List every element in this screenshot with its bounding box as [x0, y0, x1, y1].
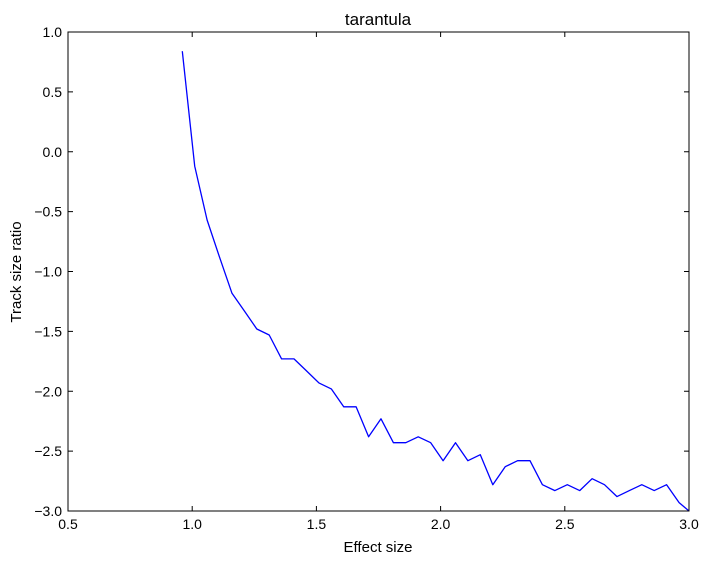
chart-title: tarantula: [345, 10, 412, 29]
y-axis-title: Track size ratio: [8, 221, 25, 322]
y-tick-label: 1.0: [43, 24, 63, 40]
x-tick-label: 2.5: [555, 516, 575, 532]
y-tick-label: 0.5: [43, 84, 63, 100]
x-tick-label: 2.0: [431, 516, 451, 532]
y-tick-label: −1.5: [34, 323, 62, 339]
ticks-layer: 0.5 1.0 1.5 2.0 2.5 3.0 1.0 0.5 0.0 −0.5 −1.0 −1.5 −…: [34, 24, 699, 532]
x-tick-label: 3.0: [679, 516, 699, 532]
plot-area-frame: [67, 31, 690, 512]
x-tick-label: 1.5: [307, 516, 327, 532]
x-tick-label: 0.5: [58, 516, 78, 532]
y-tick-label: −3.0: [34, 503, 62, 519]
x-axis-title: Effect size: [344, 539, 413, 556]
y-tick-label: −1.0: [34, 264, 62, 280]
y-tick-label: −2.0: [34, 383, 62, 399]
y-tick-label: 0.0: [43, 144, 63, 160]
x-tick-label: 1.0: [182, 516, 202, 532]
series-layer: [181, 51, 690, 512]
series-line: [181, 51, 690, 512]
y-tick-label: −2.5: [34, 443, 62, 459]
y-tick-label: −0.5: [34, 204, 62, 220]
